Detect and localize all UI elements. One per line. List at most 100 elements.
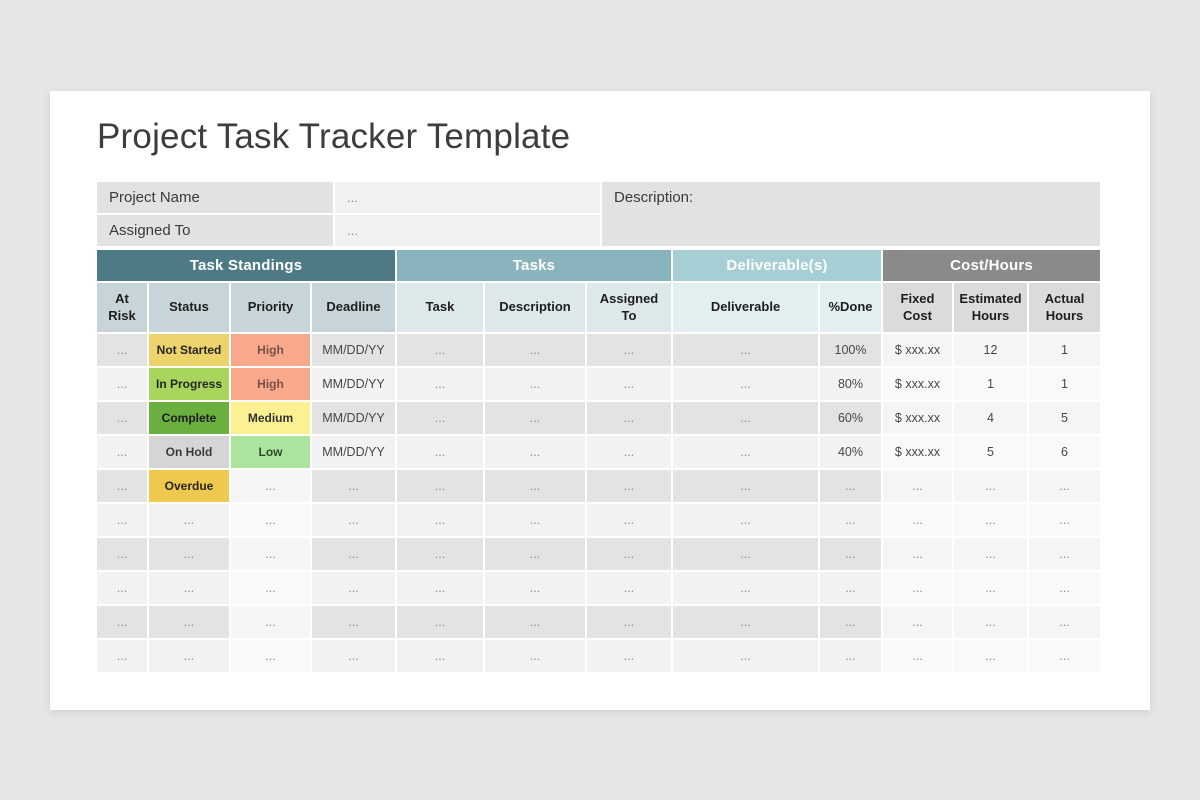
table-cell[interactable]: 40% [820,436,881,468]
table-cell[interactable]: ... [397,470,483,502]
table-cell-in-progress[interactable]: In Progress [149,368,229,400]
table-cell[interactable]: ... [231,606,310,638]
table-cell[interactable]: MM/DD/YY [312,334,395,366]
table-cell[interactable]: ... [587,572,671,604]
table-cell[interactable]: $ xxx.xx [883,334,952,366]
table-cell[interactable]: ... [587,368,671,400]
table-cell[interactable]: ... [312,470,395,502]
table-cell[interactable]: ... [485,470,585,502]
table-cell[interactable]: ... [587,334,671,366]
table-cell[interactable]: ... [954,470,1027,502]
table-cell[interactable]: ... [587,640,671,672]
table-cell[interactable]: 12 [954,334,1027,366]
table-cell[interactable]: ... [231,470,310,502]
table-cell[interactable]: ... [673,572,818,604]
table-cell[interactable]: 4 [954,402,1027,434]
table-cell[interactable]: ... [231,640,310,672]
table-cell[interactable]: ... [883,572,952,604]
table-cell[interactable]: MM/DD/YY [312,436,395,468]
table-cell[interactable]: ... [397,640,483,672]
table-cell[interactable]: ... [883,470,952,502]
table-cell[interactable]: ... [587,606,671,638]
table-cell[interactable]: ... [673,436,818,468]
table-cell[interactable]: ... [587,436,671,468]
table-cell[interactable]: ... [954,504,1027,536]
table-cell[interactable]: ... [149,538,229,570]
table-cell[interactable]: ... [673,504,818,536]
table-cell[interactable]: ... [820,470,881,502]
table-cell[interactable]: ... [149,504,229,536]
table-cell[interactable]: ... [97,334,147,366]
table-cell[interactable]: 100% [820,334,881,366]
table-cell[interactable]: ... [97,504,147,536]
table-cell[interactable]: ... [820,640,881,672]
table-cell[interactable]: ... [587,504,671,536]
table-cell[interactable]: ... [485,606,585,638]
assigned-to-value[interactable]: ... [335,215,600,246]
table-cell[interactable]: 1 [1029,334,1100,366]
table-cell[interactable]: ... [673,402,818,434]
table-cell[interactable]: ... [883,538,952,570]
table-cell[interactable]: 5 [954,436,1027,468]
table-cell[interactable]: ... [397,572,483,604]
table-cell[interactable]: ... [883,606,952,638]
table-cell[interactable]: ... [673,334,818,366]
table-cell[interactable]: ... [97,606,147,638]
table-cell[interactable]: ... [587,470,671,502]
table-cell[interactable]: $ xxx.xx [883,436,952,468]
table-cell[interactable]: ... [397,334,483,366]
table-cell[interactable]: ... [231,504,310,536]
table-cell[interactable]: ... [312,640,395,672]
table-cell[interactable]: 60% [820,402,881,434]
table-cell[interactable]: ... [485,572,585,604]
table-cell[interactable]: ... [397,538,483,570]
description-field[interactable]: Description: [602,182,1100,246]
table-cell[interactable]: ... [587,538,671,570]
table-cell[interactable]: ... [673,470,818,502]
table-cell[interactable]: ... [1029,640,1100,672]
table-cell[interactable]: $ xxx.xx [883,402,952,434]
table-cell-on-hold[interactable]: On Hold [149,436,229,468]
table-cell[interactable]: ... [231,572,310,604]
table-cell[interactable]: ... [673,606,818,638]
table-cell[interactable]: ... [673,640,818,672]
table-cell-medium[interactable]: Medium [231,402,310,434]
table-cell[interactable]: ... [397,606,483,638]
table-cell-high[interactable]: High [231,368,310,400]
table-cell[interactable]: ... [149,572,229,604]
table-cell[interactable]: ... [1029,504,1100,536]
table-cell[interactable]: ... [485,640,585,672]
table-cell[interactable]: ... [397,436,483,468]
table-cell[interactable]: ... [149,606,229,638]
table-cell[interactable]: ... [97,470,147,502]
table-cell[interactable]: ... [97,402,147,434]
table-cell[interactable]: ... [485,402,585,434]
table-cell[interactable]: 1 [954,368,1027,400]
table-cell[interactable]: ... [1029,470,1100,502]
table-cell[interactable]: ... [1029,606,1100,638]
table-cell[interactable]: 1 [1029,368,1100,400]
table-cell[interactable]: ... [397,402,483,434]
table-cell[interactable]: ... [485,334,585,366]
table-cell[interactable]: ... [883,504,952,536]
table-cell[interactable]: ... [97,436,147,468]
table-cell[interactable]: ... [485,504,585,536]
table-cell[interactable]: ... [820,504,881,536]
table-cell[interactable]: 80% [820,368,881,400]
table-cell[interactable]: ... [1029,572,1100,604]
project-name-value[interactable]: ... [335,182,600,213]
table-cell[interactable]: ... [397,504,483,536]
table-cell[interactable]: ... [97,538,147,570]
table-cell[interactable]: ... [312,538,395,570]
table-cell[interactable]: ... [673,368,818,400]
table-cell[interactable]: ... [820,572,881,604]
table-cell[interactable]: ... [954,572,1027,604]
table-cell[interactable]: ... [485,538,585,570]
table-cell[interactable]: ... [312,572,395,604]
table-cell[interactable]: 5 [1029,402,1100,434]
table-cell[interactable]: ... [485,368,585,400]
table-cell[interactable]: MM/DD/YY [312,402,395,434]
table-cell[interactable]: ... [1029,538,1100,570]
table-cell[interactable]: ... [231,538,310,570]
table-cell[interactable]: ... [954,640,1027,672]
